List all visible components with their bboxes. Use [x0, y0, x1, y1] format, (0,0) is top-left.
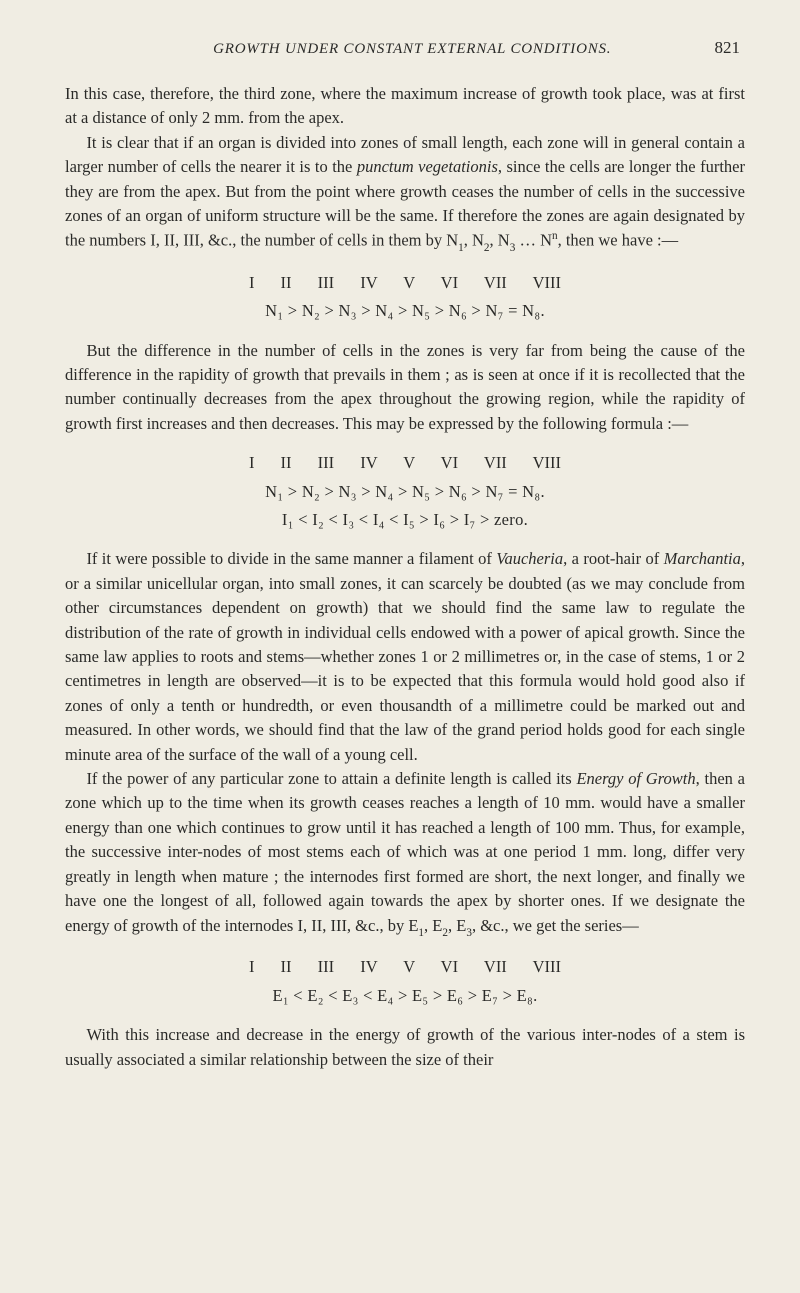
formula-block-1: I II III IV V VI VII VIII N₁ > N₂ > N₃ >…: [65, 270, 745, 325]
body-text: In this case, therefore, the third zone,…: [65, 82, 745, 1072]
text-fragment: , E: [448, 916, 466, 935]
paragraph-4: If it were possible to divide in the sam…: [65, 547, 745, 767]
roman-numerals: I II III IV V VI VII VIII: [65, 450, 745, 476]
page-number: 821: [715, 38, 741, 58]
italic-term: punctum vegetationis: [357, 157, 498, 176]
math-inequality: I₁ < I₂ < I₃ < I₄ < I₅ > I₆ > I₇ > zero.: [65, 507, 745, 533]
subscript: 1: [458, 242, 464, 254]
subscript: 3: [466, 927, 472, 939]
text-fragment: … N: [515, 231, 552, 250]
math-inequality: N₁ > N₂ > N₃ > N₄ > N₅ > N₆ > N₇ = N₈.: [65, 298, 745, 324]
formula-block-3: I II III IV V VI VII VIII E₁ < E₂ < E₃ <…: [65, 954, 745, 1009]
math-inequality: N₁ > N₂ > N₃ > N₄ > N₅ > N₆ > N₇ = N₈.: [65, 479, 745, 505]
math-inequality: E₁ < E₂ < E₃ < E₄ > E₅ > E₆ > E₇ > E₈.: [65, 983, 745, 1009]
subscript: 2: [484, 242, 490, 254]
italic-term: Vaucheria: [496, 549, 563, 568]
paragraph-6: With this increase and decrease in the e…: [65, 1023, 745, 1072]
text-fragment: If it were possible to divide in the sam…: [86, 549, 496, 568]
running-title: GROWTH UNDER CONSTANT EXTERNAL CONDITION…: [70, 41, 715, 58]
italic-term: Marchantia: [664, 549, 741, 568]
text-fragment: , then we have :—: [558, 231, 679, 250]
subscript: 1: [418, 927, 424, 939]
text-fragment: , E: [424, 916, 442, 935]
paragraph-1: In this case, therefore, the third zone,…: [65, 82, 745, 131]
roman-numerals: I II III IV V VI VII VIII: [65, 954, 745, 980]
text-fragment: If the power of any particular zone to a…: [86, 769, 576, 788]
text-fragment: , then a zone which up to the time when …: [65, 769, 745, 934]
text-fragment: , &c., we get the series—: [472, 916, 639, 935]
paragraph-5: If the power of any particular zone to a…: [65, 767, 745, 940]
subscript: 3: [510, 242, 516, 254]
text-fragment: , a root-hair of: [563, 549, 663, 568]
text-fragment: , N: [490, 231, 510, 250]
subscript: 2: [442, 927, 448, 939]
paragraph-2: It is clear that if an organ is divided …: [65, 131, 745, 256]
paragraph-3: But the difference in the number of cell…: [65, 339, 745, 437]
formula-block-2: I II III IV V VI VII VIII N₁ > N₂ > N₃ >…: [65, 450, 745, 533]
text-fragment: , N: [464, 231, 484, 250]
page-header: GROWTH UNDER CONSTANT EXTERNAL CONDITION…: [65, 38, 745, 58]
text-fragment: , or a similar unicellular organ, into s…: [65, 549, 745, 763]
italic-term: Energy of Growth: [576, 769, 695, 788]
roman-numerals: I II III IV V VI VII VIII: [65, 270, 745, 296]
